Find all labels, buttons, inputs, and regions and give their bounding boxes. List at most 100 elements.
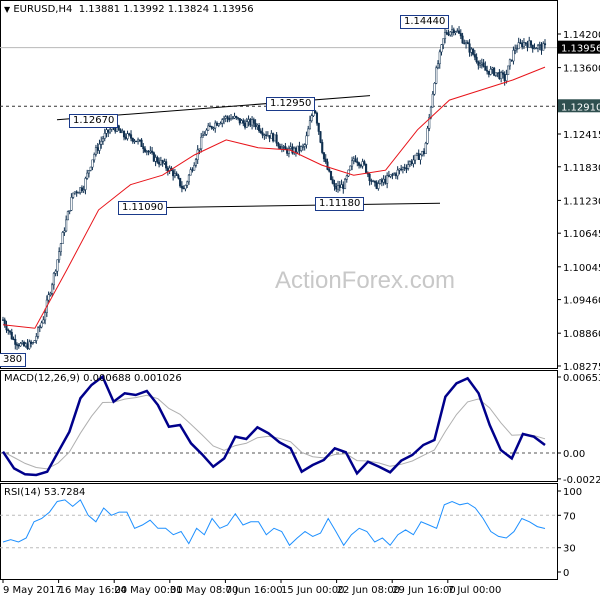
candle-body: [531, 44, 534, 49]
candle-body: [421, 151, 424, 156]
macd-title: MACD(12,26,9) 0.000688 0.001026: [4, 373, 182, 384]
candle-body: [505, 74, 508, 81]
candle-body: [154, 157, 157, 162]
candle-body: [80, 187, 83, 192]
rsi-tick-label: 30: [563, 544, 576, 555]
macd-pane: [0, 370, 558, 482]
candle-body: [454, 31, 457, 33]
candle-body: [91, 159, 94, 168]
candle-body: [352, 158, 355, 162]
rsi-tick-label: 100: [563, 487, 582, 498]
candle-body: [543, 43, 547, 46]
annotation-label: 1.12670: [69, 114, 119, 128]
candle-body: [538, 44, 541, 46]
candle-body: [512, 50, 515, 62]
candle-body: [354, 158, 357, 162]
candle-body: [279, 146, 282, 149]
candle-body: [403, 167, 406, 169]
candle-body: [459, 33, 462, 37]
candle-body: [222, 118, 226, 120]
candle-body: [443, 32, 447, 39]
candle-body: [391, 174, 394, 176]
triangle-down-icon[interactable]: ▼: [4, 5, 11, 14]
candle-body: [329, 171, 333, 180]
macd-line: [1, 374, 546, 477]
candle-body: [414, 154, 417, 161]
candle-body: [1, 319, 5, 321]
candle-body: [42, 319, 45, 324]
candle-body: [319, 131, 322, 143]
candle-body: [524, 42, 527, 45]
watermark: ActionForex.com: [275, 267, 455, 294]
candle-body: [298, 145, 301, 151]
candle-body: [26, 343, 29, 349]
candle-body: [533, 47, 536, 50]
candle-body: [208, 125, 212, 128]
candle-body: [8, 330, 12, 333]
candle-body: [322, 152, 326, 160]
candle-body: [305, 135, 308, 146]
candle-body: [265, 134, 268, 136]
candle-body: [273, 134, 276, 142]
x-tick-label: 24 May 00:00: [114, 585, 183, 596]
candle-body: [272, 133, 275, 142]
candle-body: [398, 168, 401, 171]
candle-body: [407, 164, 410, 169]
candle-body: [226, 116, 229, 119]
candle-body: [515, 48, 518, 50]
candle-body: [519, 42, 522, 44]
candle-body: [47, 294, 50, 301]
candle-body: [500, 72, 503, 79]
candle-body: [180, 185, 183, 189]
candle-body: [231, 117, 234, 120]
candle-body: [140, 139, 143, 147]
candle-body: [119, 129, 122, 134]
candle-body: [351, 160, 354, 167]
x-tick-label: 29 Jun 16:00: [392, 585, 456, 596]
candle-body: [52, 273, 55, 286]
candle-body: [282, 146, 285, 148]
candle-body: [349, 165, 352, 171]
candle-body: [77, 192, 80, 194]
candle-body: [75, 191, 78, 194]
candle-body: [449, 31, 452, 36]
symbol-label: EURUSD,H4: [13, 4, 73, 15]
candle-body: [294, 147, 297, 153]
candle-body: [259, 130, 262, 133]
candle-body: [189, 169, 192, 176]
candle-body: [480, 62, 483, 65]
candle-body: [24, 343, 27, 347]
candle-body: [280, 147, 283, 149]
candle-body: [194, 159, 197, 166]
candle-body: [394, 173, 397, 177]
candle-body: [289, 146, 292, 149]
candle-body: [198, 148, 201, 151]
candle-body: [158, 161, 161, 165]
candle-body: [128, 133, 131, 135]
candle-body: [177, 175, 180, 179]
price-tick-label: 1.11230: [563, 196, 600, 207]
candle-body: [66, 211, 69, 221]
candle-body: [301, 146, 304, 148]
candle-body: [196, 149, 199, 160]
candle-body: [393, 173, 396, 176]
candle-body: [100, 141, 103, 145]
candle-body: [387, 175, 390, 177]
candle-body: [507, 65, 510, 75]
candle-body: [521, 42, 524, 47]
candle-body: [12, 338, 15, 341]
candle-body: [501, 72, 504, 75]
candle-body: [7, 329, 10, 331]
candle-body: [417, 153, 420, 160]
candle-body: [379, 179, 382, 184]
candle-body: [58, 251, 61, 261]
candle-body: [247, 119, 250, 122]
candle-body: [428, 117, 431, 129]
candle-body: [370, 180, 373, 182]
candle-body: [529, 40, 533, 46]
candle-body: [261, 132, 264, 136]
candle-body: [410, 161, 413, 164]
candle-body: [429, 106, 433, 118]
candle-body: [270, 133, 273, 139]
candle-body: [343, 179, 347, 190]
